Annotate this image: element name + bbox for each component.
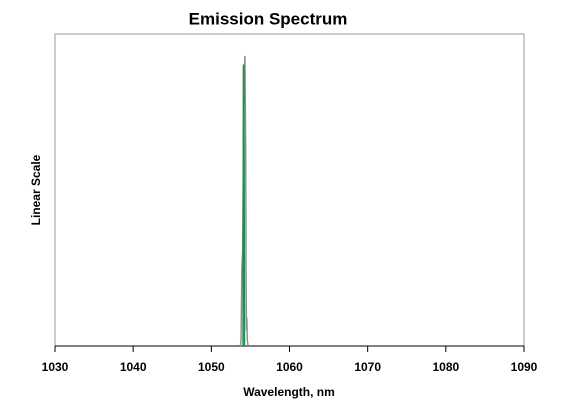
x-tick-label: 1090 (511, 360, 538, 374)
chart-title: Emission Spectrum (189, 9, 348, 28)
x-tick-label: 1080 (432, 360, 459, 374)
x-tick-label: 1060 (276, 360, 303, 374)
x-tick-label: 1070 (354, 360, 381, 374)
spectrum-line (242, 64, 246, 347)
x-tick-label: 1040 (120, 360, 147, 374)
y-axis-title: Linear Scale (29, 154, 43, 225)
x-axis-title: Wavelength, nm (243, 385, 335, 399)
x-tick-label: 1050 (198, 360, 225, 374)
x-tick-label: 1030 (42, 360, 69, 374)
spectrum-line (239, 55, 249, 347)
plot-area (54, 33, 525, 347)
